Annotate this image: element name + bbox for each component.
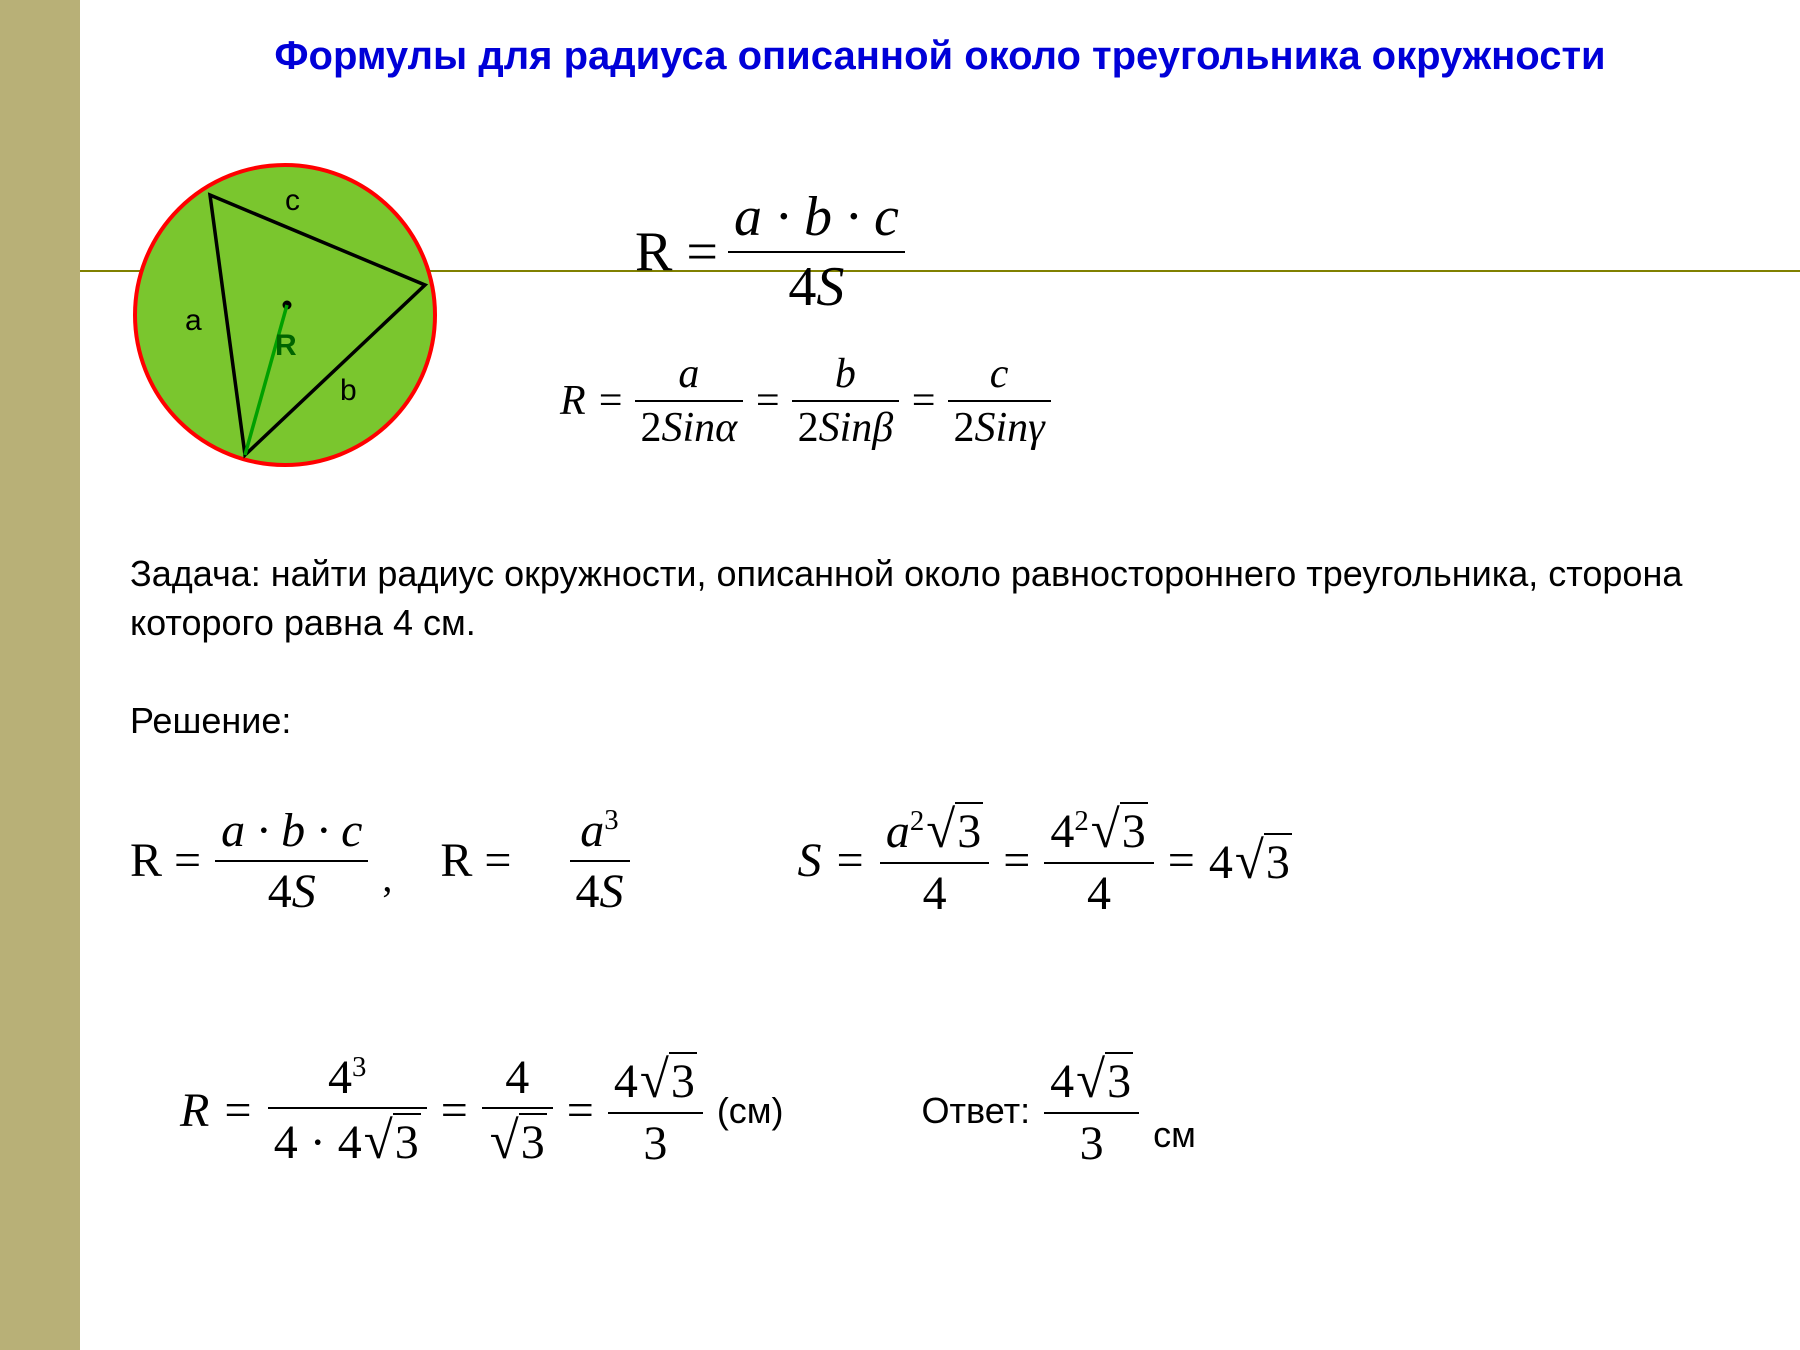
formula-lhs: R = — [635, 220, 718, 284]
solution-line-1: R = a · b · c 4S , R = a3 4S S = a23 4 =… — [130, 800, 1760, 950]
formula-denominator: 4S — [728, 255, 905, 319]
label-R: R — [275, 329, 297, 362]
label-a: a — [185, 304, 202, 337]
answer-label: Ответ: — [922, 1090, 1031, 1132]
page-title: Формулы для радиуса описанной около треу… — [120, 30, 1760, 82]
unit-cm-2: см — [1153, 1114, 1196, 1171]
label-c: c — [285, 184, 300, 217]
problem-statement: Задача: найти радиус окружности, описанн… — [130, 550, 1740, 647]
solution-label: Решение: — [130, 700, 291, 742]
formula-numerator: a · b · c — [728, 185, 905, 249]
unit-cm: (см) — [717, 1090, 784, 1132]
label-b: b — [340, 374, 357, 407]
formula-radius-sine: R = a 2Sinα = b 2Sinβ = c 2Sinγ — [560, 350, 1051, 452]
formula-radius-area: R = a · b · c 4S — [635, 185, 905, 319]
sin-lhs: R = — [560, 377, 625, 425]
solution-line-2: R = 43 4 · 43 = 4 3 = 43 3 (см) Ответ: 4… — [180, 1050, 1760, 1200]
circumscribed-circle-diagram: c a b R — [125, 155, 445, 475]
sidebar-accent — [0, 0, 80, 1350]
